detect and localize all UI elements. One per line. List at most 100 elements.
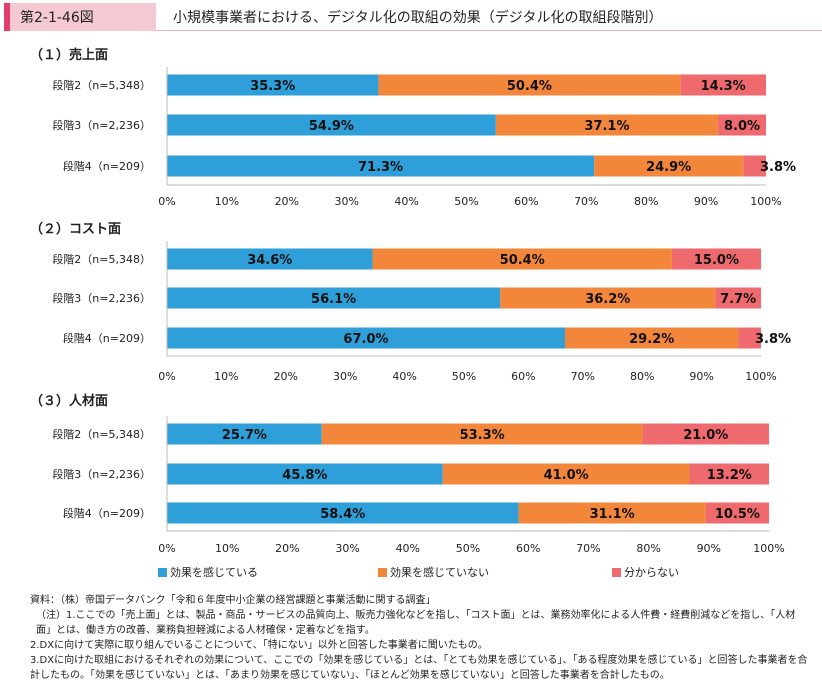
- x-tick-label: 50%: [452, 370, 476, 383]
- note-source: 資料：（株）帝国データバンク「令和６年度中小企業の経営課題と事業活動に関する調査…: [30, 595, 436, 606]
- category-label: 段階4（n=209）: [63, 159, 151, 173]
- data-label: 53.3%: [460, 428, 505, 443]
- figure-title: 小規模事業者における、デジタル化の取組の効果（デジタル化の取組段階別）: [173, 10, 663, 26]
- bar-effective: [167, 423, 322, 445]
- x-tick-label: 80%: [634, 195, 658, 208]
- notes: 資料：（株）帝国データバンク「令和６年度中小企業の経営課題と事業活動に関する調査…: [30, 593, 810, 683]
- x-tick-label: 0%: [158, 370, 175, 383]
- data-label: 13.2%: [707, 468, 752, 483]
- bar-unknown: [671, 248, 761, 270]
- data-label: 45.8%: [282, 468, 327, 483]
- data-label: 67.0%: [343, 332, 388, 347]
- data-label: 29.2%: [629, 332, 674, 347]
- x-tick-label: 60%: [511, 370, 535, 383]
- chart-title-2: （２）コスト面: [30, 221, 121, 237]
- bar-unknown: [718, 114, 766, 136]
- x-tick-label: 40%: [392, 370, 416, 383]
- data-label: 36.2%: [585, 292, 630, 307]
- data-label: 24.9%: [646, 160, 691, 175]
- chart-title-1: （１）売上面: [30, 47, 108, 63]
- data-label: 35.3%: [250, 79, 295, 94]
- legend-swatch-not-effective: [378, 568, 387, 577]
- legend-swatch-effective: [158, 568, 167, 577]
- note-2: 2.DXに向けて実際に取り組んでいることについて、「特にない」以外と回答した事業…: [30, 640, 488, 651]
- bar-effective: [167, 155, 595, 177]
- x-tick-label: 90%: [694, 195, 718, 208]
- bar-unknown: [743, 155, 766, 177]
- x-tick-label: 30%: [334, 195, 358, 208]
- bar-unknown: [680, 74, 766, 96]
- data-label: 56.1%: [311, 292, 356, 307]
- data-label: 58.4%: [320, 507, 365, 522]
- bar-effective: [167, 248, 373, 270]
- x-tick-label: 100%: [750, 195, 781, 208]
- x-tick-label: 80%: [636, 542, 660, 555]
- note-3: 3.DXに向けた取組におけるそれぞれの効果について、ここでの「効果を感じている」…: [30, 655, 808, 681]
- bar-not-effective: [564, 327, 739, 349]
- legend-label-effective: 効果を感じている: [170, 565, 258, 579]
- data-label: 10.5%: [715, 507, 760, 522]
- data-label: 25.7%: [222, 428, 267, 443]
- x-tick-label: 60%: [516, 542, 540, 555]
- x-tick-label: 70%: [576, 542, 600, 555]
- category-label: 段階2（n=5,348）: [52, 427, 151, 441]
- data-label: 54.9%: [309, 119, 354, 134]
- chart-title-3: （３）人材面: [30, 393, 108, 409]
- figure-header: 第2-1-46図 小規模事業者における、デジタル化の取組の効果（デジタル化の取組…: [0, 0, 822, 34]
- x-tick-label: 10%: [214, 370, 238, 383]
- bar-not-effective: [518, 502, 706, 524]
- bar-unknown: [705, 502, 769, 524]
- data-label: 71.3%: [358, 160, 403, 175]
- figure-label: 第2-1-46図: [20, 10, 94, 26]
- bar-unknown: [642, 423, 769, 445]
- data-label: 15.0%: [694, 253, 739, 268]
- x-tick-label: 70%: [574, 195, 598, 208]
- bar-not-effective: [500, 287, 716, 309]
- data-label: 41.0%: [544, 468, 589, 483]
- category-label: 段階3（n=2,236）: [52, 291, 151, 305]
- x-tick-label: 100%: [745, 370, 776, 383]
- data-label: 34.6%: [247, 253, 292, 268]
- bar-effective: [167, 287, 501, 309]
- legend-label-unknown: 分からない: [624, 566, 679, 579]
- bar-not-effective: [442, 463, 690, 485]
- bar-not-effective: [495, 114, 719, 136]
- x-tick-label: 30%: [335, 542, 359, 555]
- x-tick-label: 70%: [571, 370, 595, 383]
- bar-not-effective: [321, 423, 643, 445]
- category-label: 段階3（n=2,236）: [52, 467, 151, 481]
- data-label: 8.0%: [724, 119, 760, 134]
- x-tick-label: 20%: [274, 370, 298, 383]
- data-label: 3.8%: [755, 332, 791, 347]
- category-label: 段階3（n=2,236）: [52, 118, 151, 132]
- x-tick-label: 40%: [396, 542, 420, 555]
- bar-effective: [167, 327, 565, 349]
- x-tick-label: 50%: [456, 542, 480, 555]
- x-tick-label: 100%: [753, 542, 784, 555]
- x-tick-label: 0%: [158, 195, 175, 208]
- note-1: （注）1.ここでの「売上面」とは、製品・商品・サービスの品質向上、販売力強化など…: [36, 610, 796, 636]
- bar-not-effective: [378, 74, 681, 96]
- bar-effective: [167, 74, 379, 96]
- x-tick-label: 20%: [275, 542, 299, 555]
- bar-unknown: [689, 463, 769, 485]
- data-label: 3.8%: [760, 160, 796, 175]
- data-label: 50.4%: [500, 253, 545, 268]
- x-tick-label: 80%: [630, 370, 654, 383]
- data-label: 14.3%: [701, 79, 746, 94]
- category-label: 段階2（n=5,348）: [52, 252, 151, 266]
- bar-effective: [167, 463, 443, 485]
- data-label: 7.7%: [720, 292, 756, 307]
- category-label: 段階2（n=5,348）: [52, 78, 151, 92]
- data-label: 31.1%: [590, 507, 635, 522]
- bar-unknown: [715, 287, 761, 309]
- data-label: 21.0%: [683, 428, 728, 443]
- category-label: 段階4（n=209）: [63, 506, 151, 520]
- figure-label-box: [4, 3, 156, 31]
- x-tick-label: 60%: [514, 195, 538, 208]
- bar-not-effective: [594, 155, 744, 177]
- x-tick-label: 90%: [689, 370, 713, 383]
- x-tick-label: 10%: [215, 542, 239, 555]
- x-tick-label: 40%: [394, 195, 418, 208]
